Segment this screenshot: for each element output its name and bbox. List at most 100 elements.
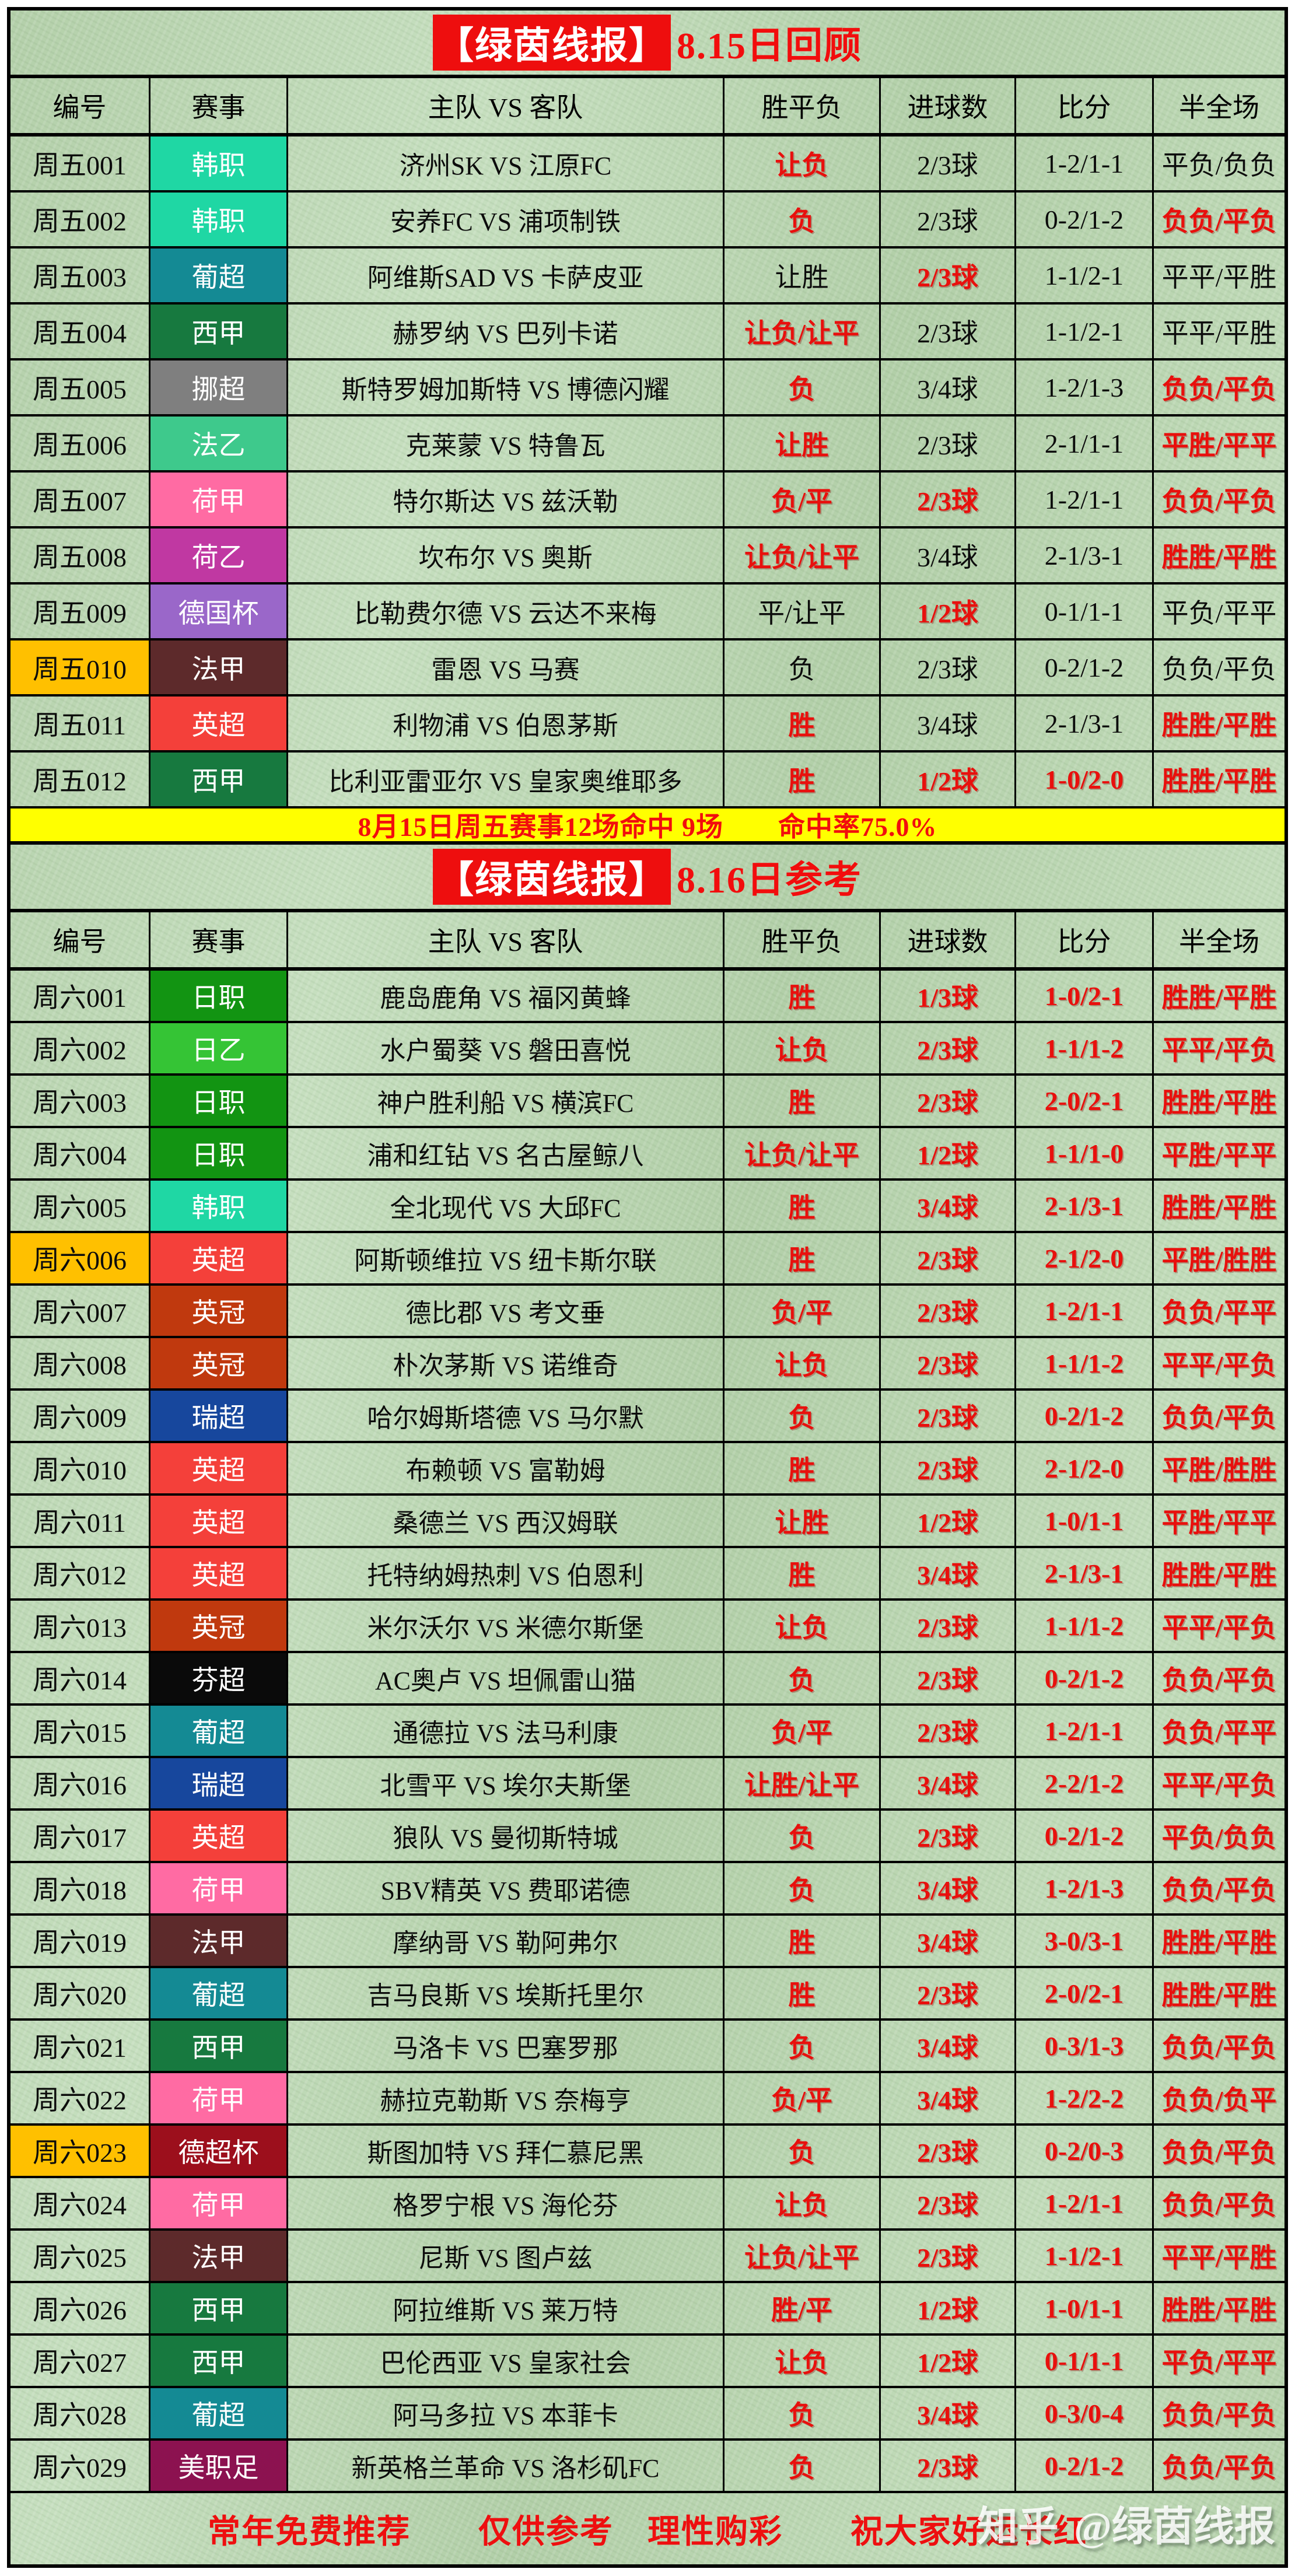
match-id-cell: 周五012 — [10, 752, 150, 806]
half-full-pick-cell: 平平/平胜 — [1161, 318, 1277, 348]
table-row: 周六022 荷甲 赫拉克勒斯 VS 奈梅亨 负/平 3/4球 1-2/2-2 负… — [10, 2073, 1284, 2126]
league-badge: 德超杯 — [150, 2126, 288, 2176]
match-teams-cell: 雷恩 VS 马赛 — [288, 640, 724, 694]
score-pick-cell: 1-1/2-1 — [1016, 249, 1154, 302]
goals-pick-cell: 2/3球 — [881, 304, 1016, 358]
table-row: 周五009 德国杯 比勒费尔德 VS 云达不来梅 平/让平 1/2球 0-1/1… — [10, 584, 1284, 640]
half-full-pick-cell: 负负/平负 — [1161, 2453, 1277, 2483]
table-row: 周五001 韩职 济州SK VS 江原FC 让负 2/3球 1-2/1-1 平负… — [10, 136, 1284, 192]
goals-pick-cell: 3/4球 — [881, 528, 1016, 582]
half-full-pick-cell: 负负/平负 — [1161, 1665, 1277, 1695]
half-full-pick-cell: 负负/平负 — [1161, 206, 1277, 236]
half-full-pick-cell: 负负/平负 — [1161, 2033, 1277, 2063]
match-id-cell: 周五007 — [10, 473, 150, 526]
goals-pick-cell: 2/3球 — [881, 249, 1016, 302]
match-id-cell: 周六024 — [10, 2178, 150, 2228]
wdl-pick-cell: 负 — [724, 192, 881, 246]
goals-pick-cell: 3/4球 — [881, 1758, 1016, 1808]
wdl-pick-cell: 让胜/让平 — [724, 1758, 881, 1808]
table-row: 周六001 日职 鹿岛鹿角 VS 福冈黄蜂 胜 1/3球 1-0/2-1 胜胜/… — [10, 971, 1284, 1023]
table-row: 周六016 瑞超 北雪平 VS 埃尔夫斯堡 让胜/让平 3/4球 2-2/1-2… — [10, 1758, 1284, 1811]
wdl-pick-cell: 胜 — [724, 1443, 881, 1493]
wdl-pick-cell: 让胜 — [724, 416, 881, 470]
match-id-cell: 周五011 — [10, 696, 150, 750]
column-header: 主队 VS 客队 — [288, 912, 724, 967]
match-id-cell: 周六016 — [10, 1758, 150, 1808]
table-row: 周六011 英超 桑德兰 VS 西汉姆联 让胜 1/2球 1-0/1-1 平胜/… — [10, 1496, 1284, 1548]
goals-pick-cell: 2/3球 — [881, 1653, 1016, 1703]
table-row: 周六013 英冠 米尔沃尔 VS 米德尔斯堡 让负 2/3球 1-1/1-2 平… — [10, 1601, 1284, 1653]
wdl-pick-cell: 负/平 — [724, 2073, 881, 2123]
half-full-pick-cell: 胜胜/平胜 — [1161, 2295, 1277, 2325]
league-badge: 德国杯 — [150, 584, 288, 638]
league-badge: 英超 — [150, 1443, 288, 1493]
league-badge: 西甲 — [150, 2336, 288, 2386]
column-header: 编号 — [10, 78, 150, 133]
league-badge: 英超 — [150, 1233, 288, 1283]
score-pick-cell: 0-2/0-3 — [1016, 2126, 1154, 2176]
goals-pick-cell: 2/3球 — [881, 1811, 1016, 1861]
goals-pick-cell: 2/3球 — [881, 1023, 1016, 1073]
half-full-pick-cell: 平胜/平平 — [1161, 1140, 1277, 1170]
table-row: 周六020 葡超 吉马良斯 VS 埃斯托里尔 胜 2/3球 2-0/2-1 胜胜… — [10, 1968, 1284, 2021]
match-teams-cell: 尼斯 VS 图卢兹 — [288, 2231, 724, 2281]
match-teams-cell: 新英格兰革命 VS 洛杉矶FC — [288, 2441, 724, 2491]
column-header: 半全场 — [1179, 93, 1259, 123]
wdl-pick-cell: 负 — [724, 1653, 881, 1703]
wdl-pick-cell: 胜 — [724, 1181, 881, 1231]
half-full-pick-cell: 平负/平平 — [1161, 2348, 1277, 2378]
match-teams-cell: 全北现代 VS 大邱FC — [288, 1181, 724, 1231]
goals-pick-cell: 2/3球 — [881, 640, 1016, 694]
brand-badge: 【绿茵线报】 — [433, 849, 671, 905]
wdl-pick-cell: 负 — [724, 1811, 881, 1861]
wdl-pick-cell: 负 — [724, 1391, 881, 1441]
score-pick-cell: 0-2/1-2 — [1016, 1653, 1154, 1703]
score-pick-cell: 1-2/1-3 — [1016, 360, 1154, 414]
goals-pick-cell: 2/3球 — [881, 1233, 1016, 1283]
league-badge: 日职 — [150, 1128, 288, 1178]
score-pick-cell: 2-1/2-0 — [1016, 1233, 1154, 1283]
column-header: 比分 — [1016, 78, 1154, 133]
match-teams-cell: 比勒费尔德 VS 云达不来梅 — [288, 584, 724, 638]
score-pick-cell: 2-1/3-1 — [1016, 528, 1154, 582]
reference-title-date: 8.16日参考 — [677, 859, 862, 901]
goals-pick-cell: 2/3球 — [881, 2178, 1016, 2228]
table-row: 周六018 荷甲 SBV精英 VS 费耶诺德 负 3/4球 1-2/1-3 负负… — [10, 1863, 1284, 1916]
goals-pick-cell: 2/3球 — [881, 1601, 1016, 1651]
table-row: 周五011 英超 利物浦 VS 伯恩茅斯 胜 3/4球 2-1/3-1 胜胜/平… — [10, 696, 1284, 752]
wdl-pick-cell: 胜 — [724, 752, 881, 806]
match-id-cell: 周六013 — [10, 1601, 150, 1651]
hit-rate-banner: 8月15日周五赛事12场命中 9场 命中率75.0% — [10, 808, 1284, 845]
table-row: 周六024 荷甲 格罗宁根 VS 海伦芬 让负 2/3球 1-2/1-1 负负/… — [10, 2178, 1284, 2231]
goals-pick-cell: 2/3球 — [881, 2441, 1016, 2491]
zhihu-logo-text: 知乎 — [977, 2505, 1059, 2550]
half-full-pick-cell: 负负/平负 — [1161, 2190, 1277, 2220]
goals-pick-cell: 2/3球 — [881, 1443, 1016, 1493]
goals-pick-cell: 3/4球 — [881, 1548, 1016, 1598]
score-pick-cell: 2-2/1-2 — [1016, 1758, 1154, 1808]
half-full-pick-cell: 负负/平负 — [1161, 1875, 1277, 1905]
league-badge: 法甲 — [150, 640, 288, 694]
footer-disclaimer: 常年免费推荐 仅供参考 理性购彩 祝大家好运长红 — [208, 2514, 1087, 2550]
goals-pick-cell: 3/4球 — [881, 2073, 1016, 2123]
match-id-cell: 周六009 — [10, 1391, 150, 1441]
table-row: 周六008 英冠 朴次茅斯 VS 诺维奇 让负 2/3球 1-1/1-2 平平/… — [10, 1338, 1284, 1391]
half-full-pick-cell: 平平/平负 — [1161, 1613, 1277, 1643]
wdl-pick-cell: 让胜 — [724, 1496, 881, 1546]
match-id-cell: 周五009 — [10, 584, 150, 638]
table-row: 周五008 荷乙 坎布尔 VS 奥斯 让负/让平 3/4球 2-1/3-1 胜胜… — [10, 528, 1284, 584]
score-pick-cell: 1-0/1-1 — [1016, 1496, 1154, 1546]
score-pick-cell: 1-1/2-1 — [1016, 304, 1154, 358]
match-teams-cell: 赫罗纳 VS 巴列卡诺 — [288, 304, 724, 358]
match-id-cell: 周六017 — [10, 1811, 150, 1861]
wdl-pick-cell: 平/让平 — [724, 584, 881, 638]
wdl-pick-cell: 胜 — [724, 1548, 881, 1598]
league-badge: 韩职 — [150, 192, 288, 246]
league-badge: 英超 — [150, 1811, 288, 1861]
wdl-pick-cell: 负/平 — [724, 1286, 881, 1336]
column-header: 进球数 — [881, 78, 1016, 133]
table-row: 周六025 法甲 尼斯 VS 图卢兹 让负/让平 2/3球 1-1/2-1 平平… — [10, 2231, 1284, 2283]
goals-pick-cell: 1/2球 — [881, 1128, 1016, 1178]
table-row: 周六009 瑞超 哈尔姆斯塔德 VS 马尔默 负 2/3球 0-2/1-2 负负… — [10, 1391, 1284, 1443]
table-row: 周六028 葡超 阿马多拉 VS 本菲卡 负 3/4球 0-3/0-4 负负/平… — [10, 2388, 1284, 2441]
